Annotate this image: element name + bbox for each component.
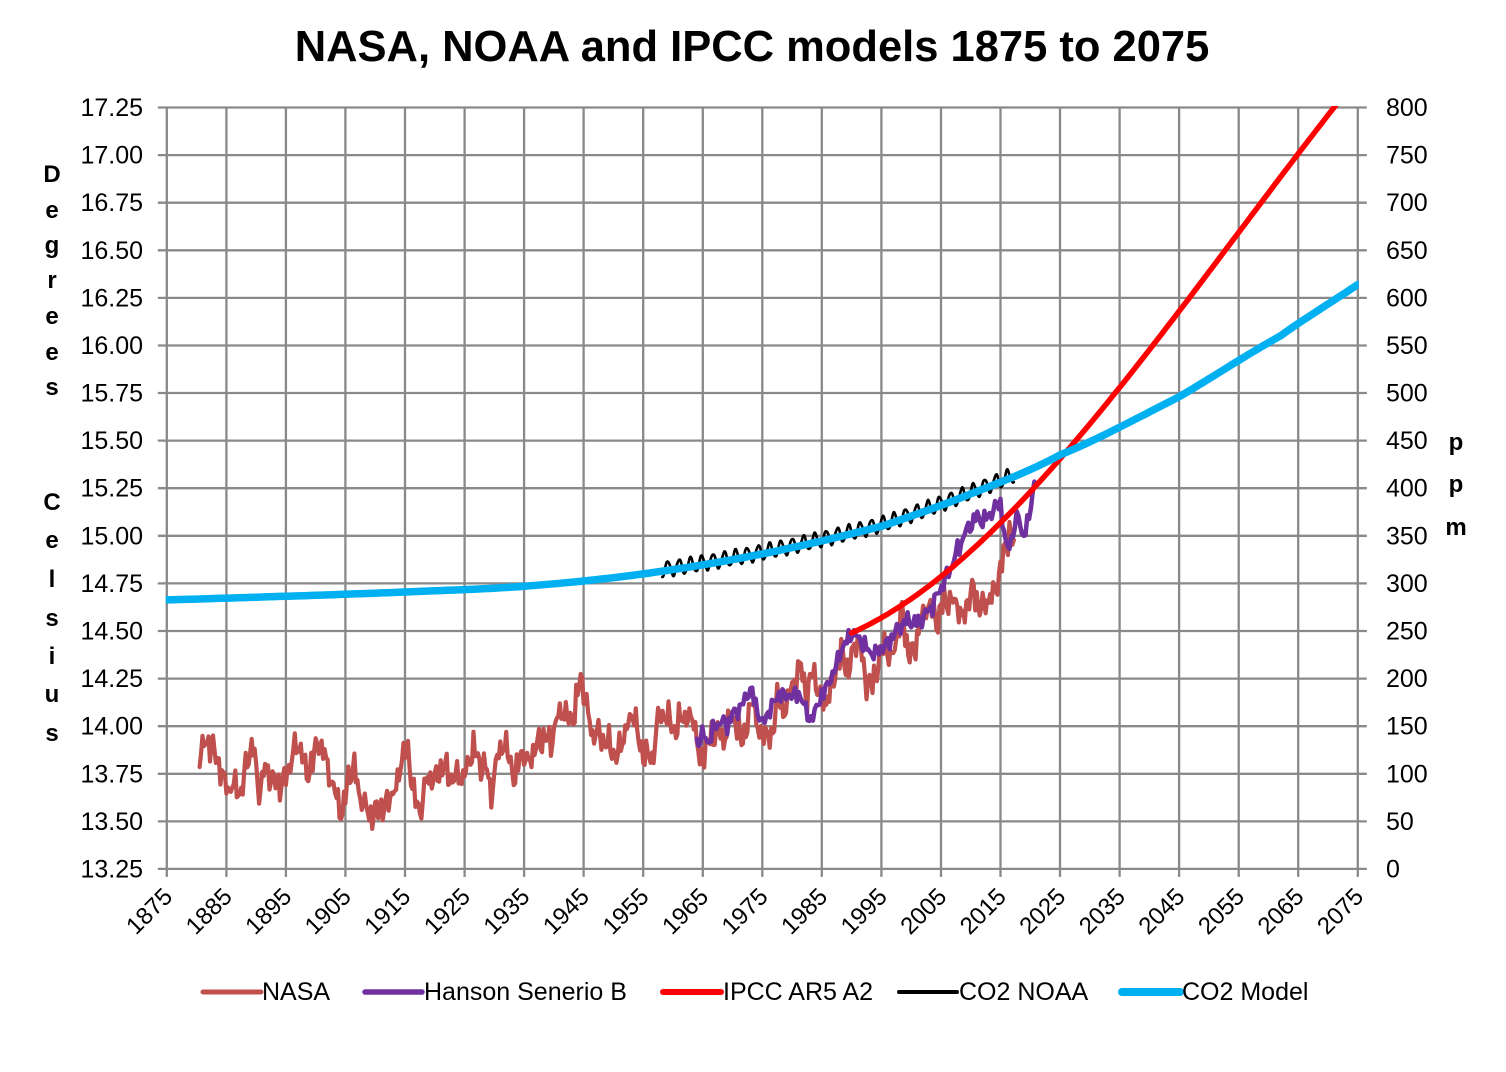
svg-text:700: 700: [1386, 189, 1428, 217]
svg-text:50: 50: [1386, 808, 1414, 836]
svg-text:15.25: 15.25: [80, 475, 143, 503]
svg-text:14.75: 14.75: [80, 570, 143, 598]
svg-text:300: 300: [1386, 570, 1428, 598]
svg-text:13.50: 13.50: [80, 808, 143, 836]
svg-text:14.50: 14.50: [80, 618, 143, 646]
svg-text:500: 500: [1386, 380, 1428, 408]
svg-text:15.75: 15.75: [80, 380, 143, 408]
svg-text:200: 200: [1386, 665, 1428, 693]
svg-text:250: 250: [1386, 618, 1428, 646]
svg-text:15.00: 15.00: [80, 522, 143, 550]
svg-text:u: u: [45, 681, 60, 708]
svg-text:s: s: [45, 720, 58, 747]
svg-text:r: r: [47, 267, 56, 294]
svg-text:s: s: [45, 374, 58, 401]
svg-text:e: e: [45, 527, 58, 554]
svg-text:800: 800: [1386, 94, 1428, 122]
svg-text:16.00: 16.00: [80, 332, 143, 360]
svg-text:350: 350: [1386, 522, 1428, 550]
svg-text:13.75: 13.75: [80, 760, 143, 788]
svg-text:14.00: 14.00: [80, 713, 143, 741]
svg-text:17.25: 17.25: [80, 94, 143, 122]
svg-text:Hanson Senerio B: Hanson Senerio B: [424, 978, 627, 1006]
svg-text:CO2 Model: CO2 Model: [1182, 978, 1308, 1006]
svg-text:e: e: [45, 339, 58, 366]
svg-text:m: m: [1445, 514, 1466, 541]
svg-text:p: p: [1449, 471, 1464, 498]
svg-text:e: e: [45, 197, 58, 224]
svg-text:600: 600: [1386, 284, 1428, 312]
svg-text:NASA, NOAA and IPCC models 187: NASA, NOAA and IPCC models 1875 to 2075: [295, 23, 1210, 71]
svg-text:16.75: 16.75: [80, 189, 143, 217]
svg-text:0: 0: [1386, 855, 1400, 883]
svg-text:C: C: [43, 489, 60, 516]
svg-text:16.25: 16.25: [80, 284, 143, 312]
svg-text:e: e: [45, 303, 58, 330]
svg-text:NASA: NASA: [262, 978, 330, 1006]
svg-text:17.00: 17.00: [80, 142, 143, 170]
svg-text:l: l: [49, 566, 56, 593]
svg-text:150: 150: [1386, 713, 1428, 741]
svg-text:13.25: 13.25: [80, 855, 143, 883]
svg-text:400: 400: [1386, 475, 1428, 503]
svg-text:550: 550: [1386, 332, 1428, 360]
svg-text:100: 100: [1386, 760, 1428, 788]
svg-text:IPCC AR5 A2: IPCC AR5 A2: [723, 978, 873, 1006]
svg-text:450: 450: [1386, 427, 1428, 455]
svg-text:16.50: 16.50: [80, 237, 143, 265]
svg-text:i: i: [49, 643, 56, 670]
svg-text:s: s: [45, 605, 58, 632]
svg-text:15.50: 15.50: [80, 427, 143, 455]
svg-text:14.25: 14.25: [80, 665, 143, 693]
svg-text:D: D: [43, 161, 60, 188]
svg-text:650: 650: [1386, 237, 1428, 265]
svg-text:750: 750: [1386, 142, 1428, 170]
svg-text:g: g: [45, 232, 60, 259]
svg-text:CO2 NOAA: CO2 NOAA: [959, 978, 1089, 1006]
svg-text:p: p: [1449, 429, 1464, 456]
